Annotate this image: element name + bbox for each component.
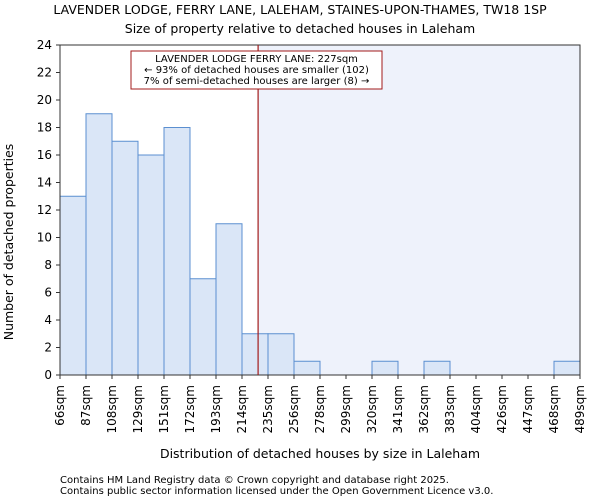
y-tick-label: 0 bbox=[44, 368, 52, 382]
annotation-line-3: 7% of semi-detached houses are larger (8… bbox=[144, 76, 370, 87]
bar-235sqm bbox=[267, 333, 295, 376]
annotation-box bbox=[130, 50, 383, 90]
bar-151sqm bbox=[163, 127, 191, 376]
x-tick-label: 87sqm bbox=[79, 385, 93, 426]
x-tick-label: 447sqm bbox=[521, 385, 535, 433]
x-tick-label: 489sqm bbox=[573, 385, 587, 433]
y-tick-label: 22 bbox=[37, 66, 52, 80]
bar-468sqm bbox=[553, 360, 581, 376]
annotation-line-2: ← 93% of detached houses are smaller (10… bbox=[144, 65, 369, 76]
y-tick-label: 4 bbox=[44, 313, 52, 327]
y-tick-label: 14 bbox=[37, 176, 52, 190]
x-tick-label: 66sqm bbox=[53, 385, 67, 426]
x-tick-label: 426sqm bbox=[495, 385, 509, 433]
x-tick-label: 299sqm bbox=[339, 385, 353, 433]
chart-title: LAVENDER LODGE, FERRY LANE, LALEHAM, STA… bbox=[53, 2, 547, 17]
x-tick-label: 108sqm bbox=[105, 385, 119, 433]
y-tick-label: 10 bbox=[37, 231, 52, 245]
x-tick-label: 193sqm bbox=[209, 385, 223, 433]
bar-66sqm bbox=[59, 195, 87, 376]
y-tick-label: 2 bbox=[44, 341, 52, 355]
x-tick-label: 235sqm bbox=[261, 385, 275, 433]
x-tick-label: 278sqm bbox=[313, 385, 327, 433]
x-tick-label: 256sqm bbox=[287, 385, 301, 433]
bar-87sqm bbox=[85, 113, 113, 376]
x-tick-label: 341sqm bbox=[391, 385, 405, 433]
chart-subtitle: Size of property relative to detached ho… bbox=[125, 21, 475, 36]
x-tick-label: 468sqm bbox=[547, 385, 561, 433]
x-tick-label: 151sqm bbox=[157, 385, 171, 433]
bar-108sqm bbox=[111, 140, 139, 376]
bar-193sqm bbox=[215, 223, 243, 376]
y-tick-label: 24 bbox=[37, 38, 52, 52]
bar-256sqm bbox=[293, 360, 321, 376]
x-tick-label: 214sqm bbox=[235, 385, 249, 433]
footer-line-1: Contains HM Land Registry data © Crown c… bbox=[60, 475, 449, 486]
bar-362sqm bbox=[423, 360, 451, 376]
x-tick-label: 383sqm bbox=[443, 385, 457, 433]
y-axis-label: Number of detached properties bbox=[1, 144, 16, 341]
y-tick-label: 6 bbox=[44, 286, 52, 300]
footer-line-2: Contains public sector information licen… bbox=[60, 486, 493, 497]
x-tick-label: 172sqm bbox=[183, 385, 197, 433]
y-tick-label: 12 bbox=[37, 203, 52, 217]
x-tick-label: 362sqm bbox=[417, 385, 431, 433]
x-tick-label: 320sqm bbox=[365, 385, 379, 433]
x-tick-label: 129sqm bbox=[131, 385, 145, 433]
y-tick-label: 18 bbox=[37, 121, 52, 135]
bar-320sqm bbox=[371, 360, 399, 376]
y-tick-label: 16 bbox=[37, 148, 52, 162]
x-axis-label: Distribution of detached houses by size … bbox=[160, 446, 480, 461]
bar-129sqm bbox=[137, 154, 165, 376]
bar-214sqm bbox=[241, 333, 269, 376]
larger-region-shade bbox=[258, 45, 580, 375]
y-tick-label: 20 bbox=[37, 93, 52, 107]
y-tick-label: 8 bbox=[44, 258, 52, 272]
x-tick-label: 404sqm bbox=[469, 385, 483, 433]
bar-172sqm bbox=[189, 278, 217, 376]
annotation-line-1: LAVENDER LODGE FERRY LANE: 227sqm bbox=[155, 54, 358, 65]
